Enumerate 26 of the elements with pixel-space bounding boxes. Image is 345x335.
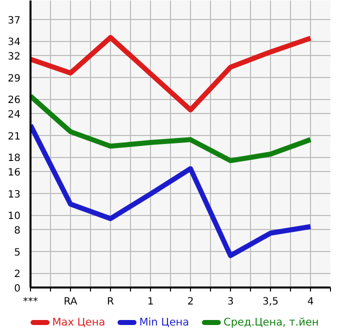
y-tick-label: 29	[8, 73, 21, 84]
x-tick-label: 2	[187, 296, 194, 308]
x-tick-label: R	[107, 296, 114, 308]
y-tick-label: 37	[8, 15, 21, 26]
y-tick-label: 8	[14, 226, 21, 237]
y-tick-label: 10	[8, 211, 21, 222]
legend-label: Max Цена	[52, 316, 106, 328]
x-tick-label: RA	[64, 296, 78, 308]
y-tick-label: 18	[8, 153, 21, 164]
y-tick-label: 13	[8, 189, 21, 200]
y-tick-label: 32	[8, 52, 21, 63]
x-tick-label: 1	[147, 296, 154, 308]
y-tick-label: 0	[14, 284, 21, 294]
y-tick-label: 24	[8, 110, 21, 121]
y-tick-label: 34	[8, 37, 21, 48]
y-tick-label: 26	[8, 95, 21, 106]
y-tick-label: 2	[14, 269, 21, 280]
y-tick-label: 5	[14, 247, 21, 258]
legend-label: Сред.Цена, т.йен	[224, 316, 319, 328]
y-tick-label: 21	[8, 131, 21, 142]
x-tick-label: 3	[227, 296, 234, 308]
x-tick-label: 4	[307, 296, 314, 308]
x-tick-label: ***	[23, 296, 38, 308]
x-tick-label: 3,5	[262, 296, 278, 308]
legend-label: Min Цена	[139, 316, 190, 328]
y-tick-label: 16	[8, 168, 21, 179]
